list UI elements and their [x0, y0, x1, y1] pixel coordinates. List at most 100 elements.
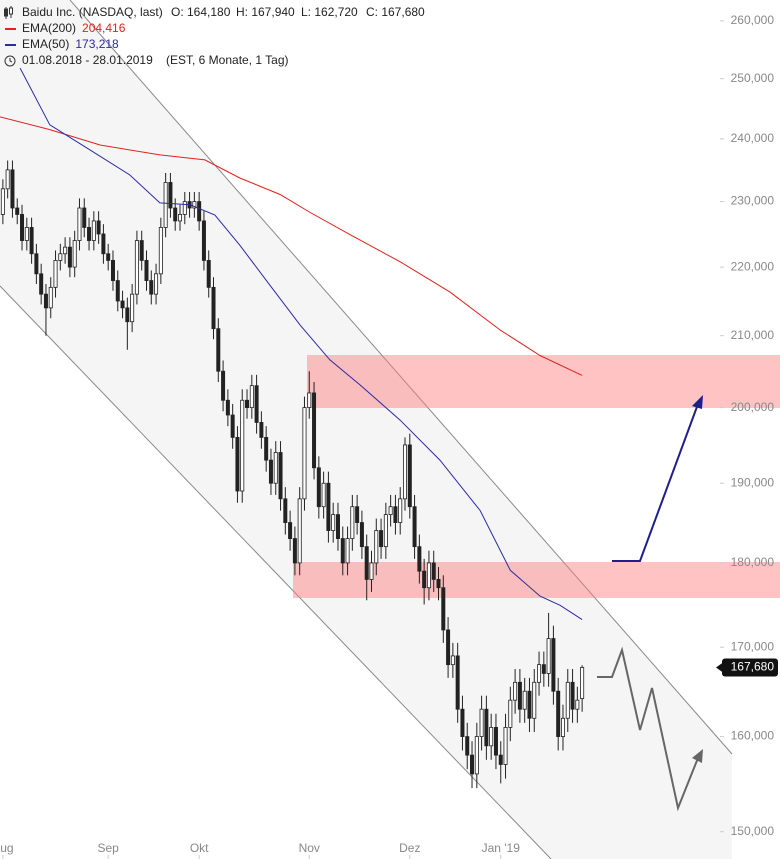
candle-body: [551, 638, 556, 692]
projection-arrow-up: [612, 403, 699, 562]
candle-body: [398, 498, 403, 523]
candle-body: [115, 280, 120, 302]
candle-body: [230, 414, 235, 438]
candle-body: [297, 498, 302, 564]
candle-body: [288, 522, 293, 539]
candle-body: [245, 399, 250, 409]
candle-body: [211, 286, 216, 330]
candle-body: [446, 629, 451, 666]
x-tick-label: Sep: [98, 841, 120, 855]
candle-body: [321, 482, 326, 508]
plot-area: [0, 67, 585, 789]
candle-body: [144, 260, 149, 281]
candle-body: [34, 253, 39, 275]
y-tick-label: 180,000: [731, 555, 775, 569]
candle-body: [72, 240, 77, 268]
candle-body: [565, 681, 570, 719]
y-tick-label: 210,000: [731, 328, 775, 342]
instrument-title: Baidu Inc. (NASDAQ, last): [22, 5, 163, 19]
candle-body: [197, 201, 202, 222]
candle-body: [15, 207, 20, 215]
x-tick-label: Jan '19: [482, 841, 521, 855]
candle-body: [48, 286, 53, 309]
range-note: (EST, 6 Monate, 1 Tag): [166, 53, 289, 67]
candle-body: [235, 436, 240, 492]
candle-body: [556, 690, 561, 737]
last-price-pointer: [716, 662, 723, 673]
candle-body: [407, 444, 412, 508]
candle-body: [39, 273, 44, 295]
candle-body: [91, 220, 96, 241]
candle-body: [139, 240, 144, 261]
candle-body: [82, 207, 87, 228]
candle-body: [522, 690, 527, 710]
candle-body: [580, 667, 585, 699]
candle-body: [177, 214, 182, 222]
candle-body: [345, 538, 350, 564]
candle-body: [493, 726, 498, 756]
candle-body: [364, 546, 369, 580]
candle-body: [149, 280, 154, 295]
candle-body: [163, 182, 168, 228]
candle-body: [369, 562, 374, 580]
projection-zigzag: [597, 646, 699, 812]
candle-body: [326, 482, 331, 531]
last-price-tag: [722, 658, 778, 677]
candle-body: [417, 546, 422, 572]
x-tick-label: Okt: [190, 841, 209, 855]
candle-body: [455, 655, 460, 710]
legend: EMA(200) 204,416 EMA(50) 173,218: [5, 21, 126, 51]
candle-body: [173, 207, 178, 222]
candle-body: [43, 293, 48, 309]
legend-label: EMA(200): [22, 21, 76, 35]
candle-body: [29, 227, 34, 255]
candle-body: [125, 307, 130, 323]
candle-body: [5, 169, 10, 190]
candle-body: [20, 214, 25, 241]
candle-body: [249, 385, 254, 409]
x-tick-label: Aug: [0, 841, 14, 855]
candle-body: [182, 201, 187, 215]
candle-body: [412, 506, 417, 548]
candle-body: [436, 579, 441, 589]
candle-body: [312, 392, 317, 469]
candle-body: [216, 328, 221, 372]
candle-body: [268, 459, 273, 484]
candle-body: [441, 587, 446, 631]
candle-body: [201, 220, 206, 261]
candle-body: [355, 506, 360, 523]
header: Baidu Inc. (NASDAQ, last) O: 164,180 H: …: [4, 5, 425, 67]
y-tick-label: 200,000: [731, 400, 775, 414]
candle-body: [110, 260, 115, 281]
candle-body: [63, 246, 68, 255]
candle-body: [350, 506, 355, 539]
candle-body: [225, 399, 230, 416]
legend-value: 173,218: [75, 37, 119, 51]
quote-open: O: 164,180: [171, 5, 231, 19]
candle-body: [335, 514, 340, 539]
candle-body: [513, 681, 518, 701]
candle-body: [465, 736, 470, 756]
candle-body: [546, 638, 551, 674]
candle-body: [302, 407, 307, 500]
candle-body: [359, 522, 364, 548]
y-tick-label: 230,000: [731, 194, 775, 208]
candle-body: [278, 452, 283, 500]
candle-body: [273, 452, 278, 484]
y-tick-label: 240,000: [731, 131, 775, 145]
candle-body: [560, 717, 565, 737]
channel-lower: [0, 285, 552, 859]
candle-body: [484, 708, 489, 747]
support-zone: [293, 562, 780, 598]
candle-body: [383, 514, 388, 548]
legend-value: 204,416: [82, 21, 126, 35]
candle-body: [374, 530, 379, 564]
clock-hand: [9, 58, 13, 63]
y-tick-label: 150,000: [731, 824, 775, 838]
candle-body: [340, 538, 345, 564]
candle-body: [168, 182, 173, 209]
candle-body: [221, 370, 226, 401]
candle-body: [154, 273, 159, 295]
candle-body: [575, 699, 580, 710]
